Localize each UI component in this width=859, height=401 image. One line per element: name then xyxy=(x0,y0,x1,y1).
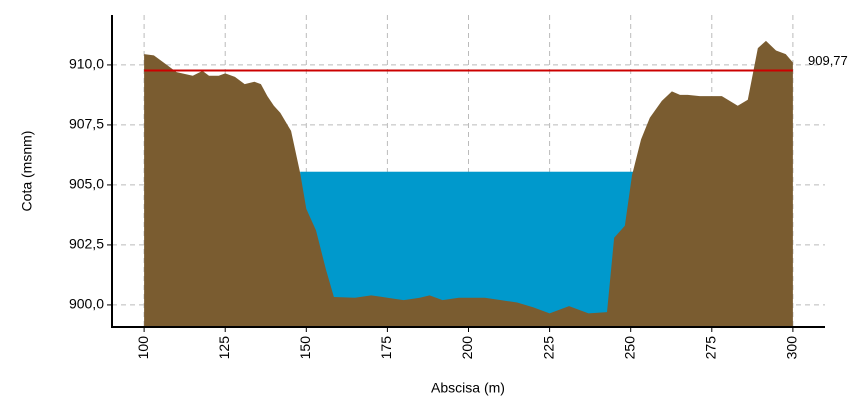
x-tick-label: 275 xyxy=(702,336,718,360)
y-tick-label: 905,0 xyxy=(69,176,104,192)
x-tick-label: 250 xyxy=(621,336,637,360)
x-tick-label: 300 xyxy=(784,336,800,360)
terrain xyxy=(144,40,793,328)
y-tick-label: 902,5 xyxy=(69,236,104,252)
y-axis-label: Cota (msnm) xyxy=(19,131,35,212)
x-tick-label: 150 xyxy=(297,336,313,360)
y-tick-label: 900,0 xyxy=(69,296,104,312)
x-axis-label: Abscisa (m) xyxy=(431,380,505,396)
y-tick-label: 910,0 xyxy=(69,56,104,72)
x-tick-label: 100 xyxy=(135,336,151,360)
x-tick-label: 200 xyxy=(459,336,475,360)
x-tick-label: 175 xyxy=(378,336,394,360)
y-tick-label: 907,5 xyxy=(69,116,104,132)
x-tick-label: 225 xyxy=(540,336,556,360)
reference-label: 909,77 xyxy=(808,53,848,68)
x-tick-label: 125 xyxy=(216,336,232,360)
